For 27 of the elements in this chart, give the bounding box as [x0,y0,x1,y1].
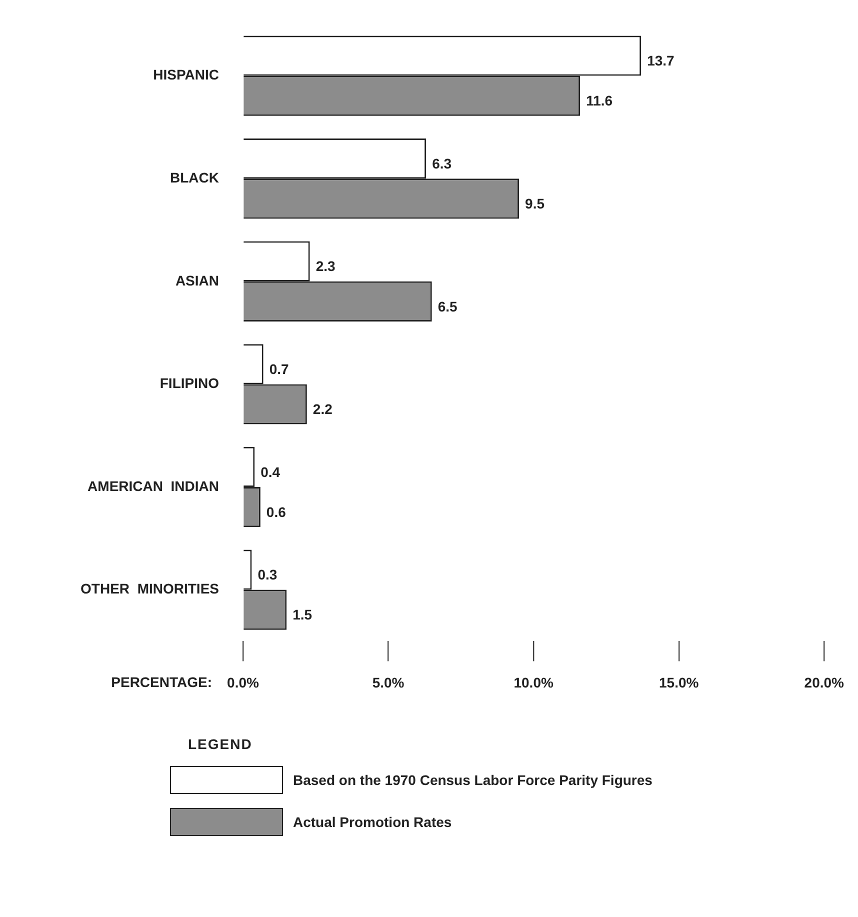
text: Based on the 1970 Census Labor Force Parity Figures [293,772,652,788]
data-label: 6.3 [432,155,452,172]
x-tick-label: 20.0% [804,674,845,690]
x-tick-label: 0.0% [227,674,260,690]
data-label: 2.3 [316,258,336,274]
y-tick-label: ASIAN [175,272,219,288]
x-axis-title: PERCENTAGE: [111,674,212,690]
data-label: 11.6 [586,92,613,109]
legend-title: LEGEND [188,736,254,752]
data-label: 6.5 [438,298,458,314]
data-label: 13.7 [647,52,675,69]
text: Actual Promotion Rates [293,814,452,830]
y-tick-label: AMERICAN INDIAN [88,478,219,494]
x-tick-label: 5.0% [372,674,405,690]
y-tick-label: BLACK [170,169,219,186]
data-label: 0.3 [258,566,278,583]
data-label: 1.5 [292,606,312,623]
y-tick-label: FILIPINO [160,375,220,392]
data-label: 0.7 [269,361,290,378]
y-tick-label: HISPANIC [153,66,219,83]
data-label: 9.5 [525,196,545,212]
x-tick-label: 15.0% [659,674,700,690]
data-label: 0.4 [260,464,280,480]
x-tick-label: 10.0% [514,674,554,690]
data-label: 0.6 [266,504,286,520]
data-label: 2.2 [312,401,333,418]
y-tick-label: OTHER MINORITIES [80,580,219,597]
